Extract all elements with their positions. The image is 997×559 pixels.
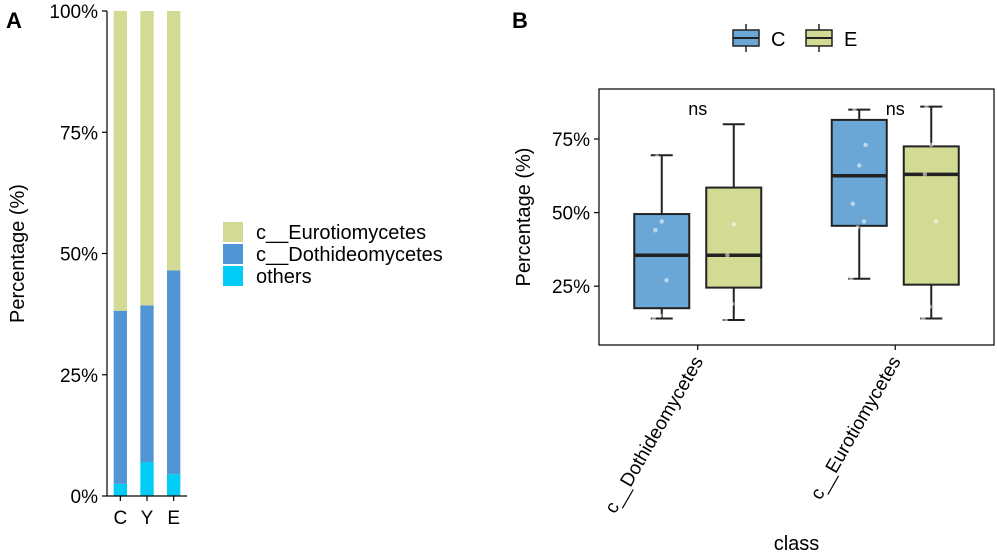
bar-y-c-dothideomycetes bbox=[140, 305, 154, 463]
data-point bbox=[927, 304, 932, 309]
data-point bbox=[654, 154, 660, 159]
data-point bbox=[651, 316, 656, 321]
data-point bbox=[659, 219, 664, 224]
data-point bbox=[736, 289, 741, 295]
data-point bbox=[657, 313, 663, 318]
y-tick-label: 75% bbox=[60, 123, 98, 144]
data-point bbox=[665, 207, 671, 212]
box-c-eurotiomycetes-e bbox=[902, 104, 960, 321]
panel-a-legend: c__Eurotiomycetesc__Dothideomycetesother… bbox=[223, 222, 443, 288]
data-point bbox=[929, 142, 934, 148]
box-body bbox=[705, 186, 763, 289]
y-tick-label: 50% bbox=[60, 245, 98, 266]
panel-b-annotations: ns ns bbox=[688, 99, 905, 119]
data-point bbox=[935, 122, 940, 127]
legend-label: c__Dothideomycetes bbox=[256, 244, 443, 266]
box-c-dothideomycetes-e bbox=[705, 123, 763, 323]
data-point bbox=[729, 301, 735, 307]
box-body bbox=[633, 213, 691, 310]
bar-e-others bbox=[167, 474, 181, 496]
x-tick-label: c__Dothideomycetes bbox=[601, 353, 708, 517]
x-tick-label: Y bbox=[141, 508, 154, 529]
data-point bbox=[924, 104, 929, 109]
panel-b-y-ticks: 25% 50% 75% bbox=[552, 130, 599, 298]
legend-item-e: E bbox=[805, 24, 857, 52]
bar-c-c-dothideomycetes bbox=[113, 310, 127, 484]
y-tick-label: 50% bbox=[552, 204, 590, 225]
panel-a-bars bbox=[113, 11, 181, 496]
y-tick-label: 0% bbox=[71, 487, 99, 508]
data-point bbox=[653, 228, 658, 233]
data-point bbox=[723, 317, 728, 323]
data-point bbox=[726, 127, 732, 133]
y-tick-label: 25% bbox=[60, 366, 98, 387]
significance-label: ns bbox=[886, 99, 905, 119]
bar-y-c-eurotiomycetes bbox=[140, 11, 154, 306]
data-point bbox=[921, 316, 926, 321]
data-point bbox=[852, 107, 857, 112]
bar-e-c-eurotiomycetes bbox=[167, 11, 181, 271]
data-point bbox=[857, 163, 862, 168]
data-point bbox=[863, 142, 868, 148]
legend-item-c: C bbox=[732, 24, 785, 52]
bar-e-c-dothideomycetes bbox=[167, 270, 181, 475]
y-tick-label: 100% bbox=[49, 2, 98, 23]
box-body bbox=[902, 145, 960, 286]
data-point bbox=[861, 219, 867, 224]
bar-c-others bbox=[113, 483, 127, 496]
panel-b-x-ticks: c__Dothideomycetes c__Eurotiomycetes bbox=[601, 345, 906, 517]
box-c-dothideomycetes-c bbox=[633, 154, 691, 321]
x-tick-label: C bbox=[113, 508, 127, 529]
data-point bbox=[933, 219, 939, 224]
panel-a-y-axis-title: Percentage (%) bbox=[7, 184, 29, 323]
data-point bbox=[849, 276, 854, 281]
legend-key-c-eurotiomycetes bbox=[223, 222, 243, 242]
data-point bbox=[664, 278, 669, 283]
data-point bbox=[737, 172, 743, 177]
data-point bbox=[922, 172, 928, 177]
significance-label: ns bbox=[688, 99, 707, 119]
y-tick-label: 75% bbox=[552, 130, 590, 151]
panel-a-y-ticks: 0% 25% 50% 75% 100% bbox=[49, 2, 107, 508]
panel-b-x-axis-title: class bbox=[774, 533, 820, 555]
legend-label: E bbox=[844, 29, 857, 51]
data-point bbox=[725, 253, 730, 258]
bar-c-c-eurotiomycetes bbox=[113, 11, 127, 311]
panel-label-b: B bbox=[512, 8, 528, 33]
data-point bbox=[850, 201, 856, 206]
bar-y-others bbox=[140, 462, 154, 496]
box-c-eurotiomycetes-c bbox=[830, 107, 888, 281]
legend-key-others bbox=[223, 266, 243, 286]
y-tick-label: 25% bbox=[552, 277, 590, 298]
legend-label: C bbox=[771, 29, 785, 51]
data-point bbox=[855, 225, 860, 230]
x-tick-label: c__Eurotiomycetes bbox=[807, 353, 906, 503]
box-body bbox=[830, 118, 888, 227]
data-point bbox=[731, 222, 736, 227]
panel-b-plot-frame bbox=[598, 88, 995, 346]
panel-b-y-axis-title: Percentage (%) bbox=[513, 148, 535, 287]
panel-b-boxes bbox=[633, 104, 960, 323]
panel-label-a: A bbox=[6, 8, 22, 33]
x-tick-label: E bbox=[167, 508, 180, 529]
legend-key-c-dothideomycetes bbox=[223, 244, 243, 264]
legend-label: others bbox=[256, 266, 312, 288]
legend-label: c__Eurotiomycetes bbox=[256, 222, 426, 244]
